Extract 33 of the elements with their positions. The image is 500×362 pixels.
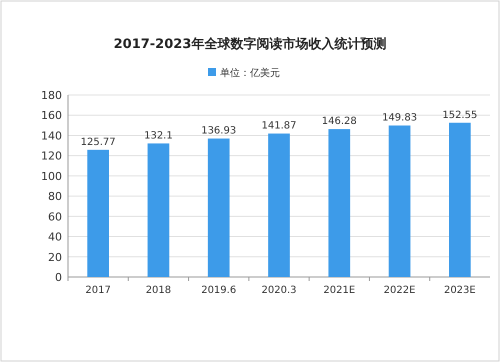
- bar: [208, 138, 230, 277]
- y-tick-label: 80: [48, 190, 62, 204]
- x-tick-label: 2021E: [323, 285, 356, 296]
- y-tick-label: 160: [41, 109, 62, 122]
- x-tick-label: 2022E: [384, 285, 416, 296]
- data-label: 125.77: [80, 136, 116, 148]
- data-label: 136.93: [201, 126, 236, 137]
- data-label: 149.83: [382, 112, 418, 124]
- bar: [148, 143, 170, 277]
- y-tick-label: 0: [55, 271, 62, 284]
- bar: [449, 122, 471, 277]
- chart-title: 2017-2023年全球数字阅读市场收入统计预测: [114, 36, 386, 52]
- data-label: 141.87: [262, 120, 296, 132]
- y-tick-label: 140: [41, 129, 62, 142]
- bar: [268, 134, 290, 277]
- bar: [87, 150, 109, 277]
- legend-label: 单位：亿美元: [220, 67, 280, 79]
- y-tick-label: 120: [41, 150, 62, 163]
- y-tick-label: 180: [41, 89, 62, 102]
- bar: [328, 129, 350, 277]
- y-tick-label: 40: [48, 230, 62, 244]
- y-tick-label: 100: [41, 170, 62, 183]
- x-tick-label: 2017: [85, 285, 111, 296]
- x-tick-label: 2020.3: [262, 285, 296, 296]
- y-tick-label: 60: [48, 210, 62, 224]
- data-label: 132.1: [144, 130, 173, 142]
- bar: [388, 126, 410, 277]
- x-tick-label: 2019.6: [201, 285, 236, 296]
- y-tick-label: 20: [48, 250, 62, 264]
- data-label: 152.55: [442, 110, 478, 121]
- data-label: 146.28: [322, 116, 357, 128]
- x-tick-label: 2018: [146, 285, 172, 296]
- x-tick-label: 2023E: [444, 285, 476, 296]
